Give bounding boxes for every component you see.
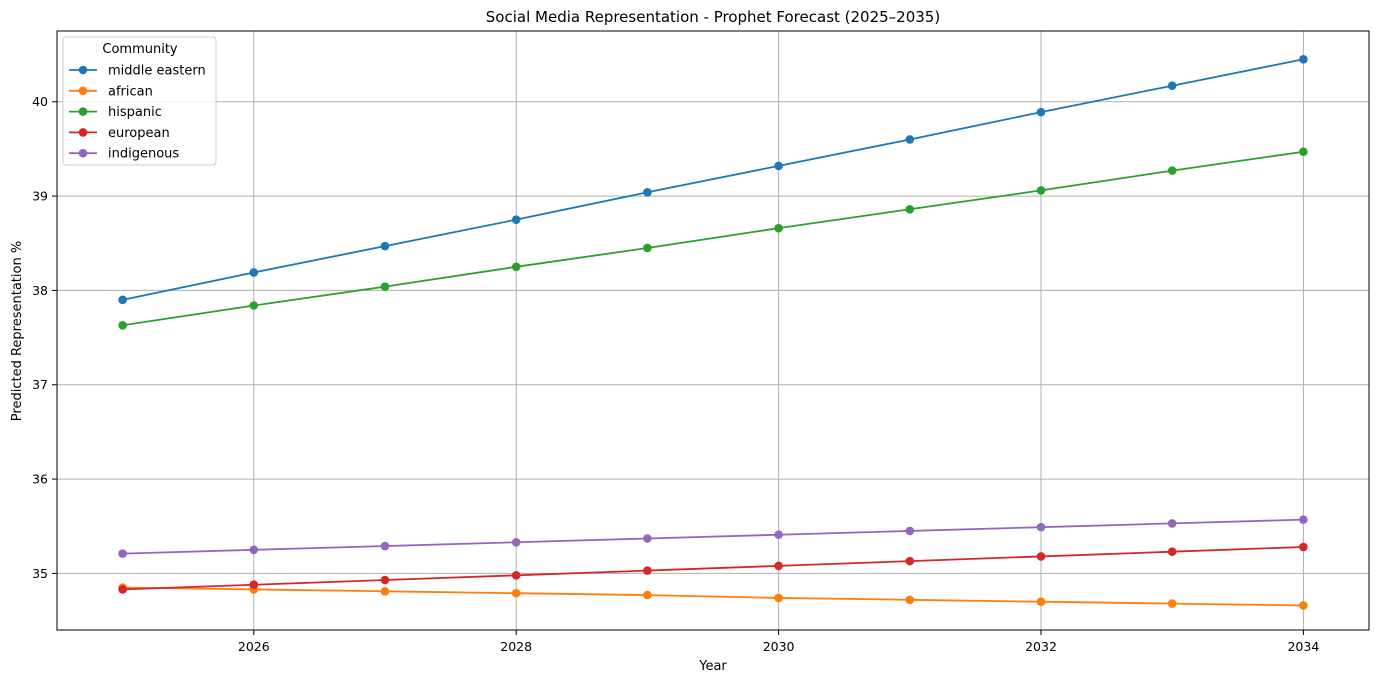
legend-box: [62, 36, 217, 166]
x-axis-title: Year: [698, 659, 727, 674]
data-point: [249, 580, 259, 590]
legend-label: indigenous: [108, 147, 179, 162]
series-line: [122, 546, 1304, 591]
data-point: [1167, 547, 1177, 557]
series-line: [122, 150, 1304, 327]
data-point: [118, 549, 127, 558]
y-tick-label: 39: [32, 189, 48, 204]
data-point: [511, 262, 521, 272]
x-tick-label: 2030: [763, 639, 795, 654]
data-point: [905, 556, 915, 566]
legend-marker: [78, 148, 88, 158]
legend-marker: [78, 128, 88, 137]
y-tick-label: 37: [32, 377, 48, 392]
data-point: [511, 588, 521, 598]
data-point: [774, 593, 783, 603]
data-point: [1299, 601, 1308, 610]
data-point: [1167, 166, 1177, 175]
data-point: [1299, 515, 1308, 524]
series-middle-eastern: [118, 54, 1308, 305]
data-point: [118, 585, 127, 594]
data-point: [118, 295, 127, 305]
series-european: [118, 542, 1308, 594]
data-point: [1036, 522, 1046, 532]
legend-label: hispanic: [108, 105, 162, 120]
data-point: [249, 301, 259, 310]
y-tick-label: 38: [32, 283, 48, 298]
legend-item: european: [69, 126, 170, 141]
data-point: [774, 530, 783, 540]
data-point: [643, 188, 652, 197]
x-tick-label: 2032: [1025, 639, 1057, 654]
data-point: [905, 204, 915, 214]
data-point: [380, 241, 390, 251]
y-axis-title: Predicted Representation %: [10, 241, 25, 421]
legend-label: african: [108, 84, 153, 99]
data-point: [511, 215, 521, 224]
x-tick-label: 2028: [500, 639, 532, 654]
series-african: [118, 583, 1308, 610]
data-point: [380, 541, 390, 551]
series-hispanic: [118, 147, 1308, 330]
data-point: [1299, 54, 1308, 64]
plot-frame: [56, 30, 1370, 631]
series-line: [122, 586, 1304, 607]
data-point: [905, 595, 915, 605]
legend-item: indigenous: [69, 147, 179, 162]
data-point: [1167, 81, 1177, 91]
grid: [57, 31, 1369, 630]
data-point: [249, 268, 259, 277]
series-indigenous: [118, 515, 1308, 558]
data-point: [774, 223, 783, 233]
data-point: [511, 537, 521, 547]
data-point: [774, 161, 783, 171]
data-point: [905, 526, 915, 536]
data-point: [1036, 597, 1046, 607]
legend-label: european: [108, 126, 170, 141]
legend-marker: [78, 86, 88, 96]
y-tick-label: 35: [32, 566, 48, 581]
data-point: [1036, 186, 1046, 195]
data-point: [1036, 552, 1046, 561]
data-point: [1036, 107, 1046, 117]
chart-title: Social Media Representation - Prophet Fo…: [486, 8, 940, 26]
data-point: [905, 135, 915, 144]
data-point: [249, 545, 259, 555]
data-point: [1167, 599, 1177, 608]
data-point: [643, 243, 652, 253]
data-point: [1299, 542, 1308, 552]
legend-title: Community: [102, 42, 178, 57]
data-point: [774, 561, 783, 571]
y-tick-label: 36: [32, 472, 48, 487]
y-tick-label: 40: [32, 94, 48, 109]
legend-marker: [78, 107, 88, 116]
legend-label: middle eastern: [108, 64, 206, 79]
series-layer: [118, 54, 1308, 610]
legend-item: middle eastern: [69, 64, 206, 79]
x-axis: 2026 2028 2030 2032 2034: [238, 630, 1319, 654]
data-point: [380, 587, 390, 596]
legend: Community middle eastern african hispanic eu…: [62, 36, 217, 166]
data-point: [511, 570, 521, 580]
data-point: [1167, 519, 1177, 528]
data-point: [643, 534, 652, 543]
legend-item: african: [69, 84, 153, 99]
x-tick-label: 2026: [238, 639, 270, 654]
data-point: [380, 575, 390, 585]
data-point: [380, 282, 390, 291]
y-axis: 35 36 37 38 39 40: [32, 94, 57, 581]
x-tick-label: 2034: [1287, 639, 1319, 654]
data-point: [643, 590, 652, 600]
data-point: [643, 566, 652, 575]
data-point: [118, 321, 127, 330]
series-line: [122, 518, 1304, 555]
data-point: [1299, 147, 1308, 157]
legend-item: hispanic: [69, 105, 162, 120]
series-line: [122, 58, 1304, 301]
legend-marker: [78, 65, 88, 75]
